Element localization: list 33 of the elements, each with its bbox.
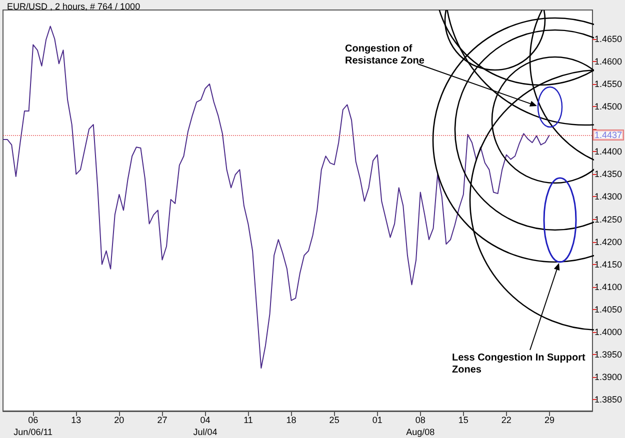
y-tick-label: 1.4600	[594, 56, 622, 66]
ref-line-label: 1.4437	[594, 130, 622, 140]
x-tick-label: 25	[329, 415, 340, 425]
y-tick-label: 1.4050	[594, 304, 622, 315]
y-tick-label: 1.3850	[594, 394, 622, 405]
y-tick-label: 1.3950	[594, 350, 622, 360]
y-tick-label: 1.4650	[594, 34, 622, 44]
x-tick-label: 20	[114, 415, 124, 425]
y-tick-label: 1.4500	[594, 102, 622, 112]
x-tick-label: 11	[244, 415, 253, 425]
x-tick-label: 22	[501, 415, 512, 425]
x-tick-label: 15	[458, 415, 468, 425]
x-tick-label: 18	[286, 415, 296, 425]
y-tick-label: 1.4000	[594, 327, 622, 338]
x-tick-label: 27	[157, 415, 168, 425]
y-tick-label: 1.4350	[594, 169, 622, 180]
x-tick-label: 08 Aug/08	[406, 415, 435, 437]
y-tick-label: 1.4150	[594, 259, 622, 270]
y-tick-label: 1.4250	[594, 214, 622, 224]
annotation: Congestion of Resistance Zone	[345, 44, 425, 66]
x-tick-label: 01	[372, 415, 382, 425]
x-tick-label: 13	[71, 415, 82, 425]
y-tick-label: 1.4550	[594, 78, 622, 89]
chart-title: EUR/USD , 2 hours, # 764 / 1000	[7, 2, 140, 12]
y-tick-label: 1.4300	[594, 192, 622, 202]
y-tick-label: 1.4200	[594, 236, 622, 247]
y-tick-label: 1.4100	[594, 282, 622, 292]
x-tick-label: 04 Jul/04	[193, 415, 218, 437]
y-tick-label: 1.3900	[594, 372, 622, 382]
x-tick-label: 06 Jun/06/11	[14, 415, 53, 437]
y-tick-label: 1.4400	[594, 146, 622, 157]
x-tick-label: 29	[544, 415, 554, 425]
annotation: Less Congestion In Support Zones	[452, 352, 586, 376]
